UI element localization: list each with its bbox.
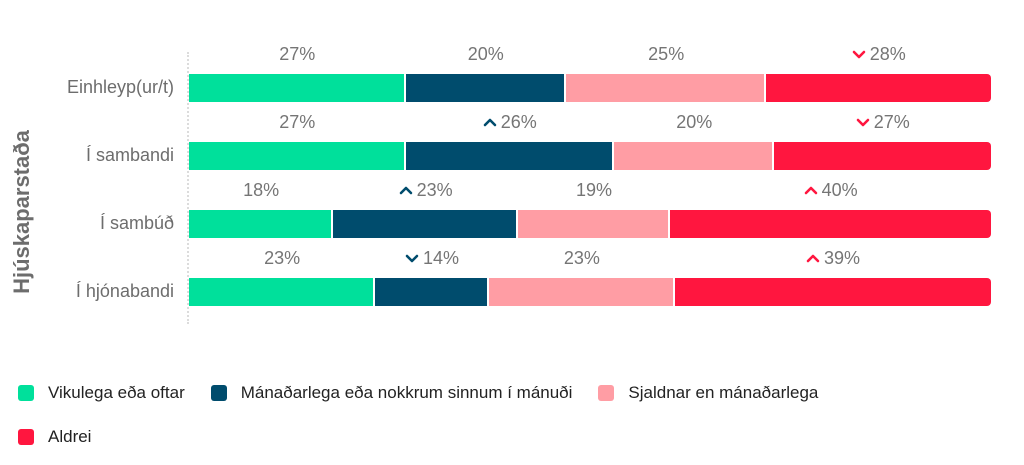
bar-segment[interactable] (517, 210, 671, 238)
trend-up-icon (483, 115, 497, 129)
bar-row: Í sambandi 27% 26% 20% 27% (0, 110, 1024, 170)
bar-segment[interactable] (405, 74, 566, 102)
value-text: 27% (279, 44, 316, 64)
category-label: Einhleyp(ur/t) (66, 77, 174, 97)
legend-swatch-icon (18, 385, 34, 401)
legend-label: Mánaðarlega eða nokkrum sinnum í mánuði (240, 383, 573, 402)
value-text: 26% (500, 112, 537, 132)
value-label: 39% (806, 246, 860, 270)
value-label: 23% (264, 246, 300, 270)
value-text: 23% (563, 248, 600, 268)
legend-swatch-icon (18, 429, 34, 445)
legend-item[interactable]: Sjaldnar en mánaðarlega (598, 380, 818, 406)
trend-up-icon (804, 183, 818, 197)
bar-segment[interactable] (189, 74, 406, 102)
legend-item[interactable]: Vikulega eða oftar (18, 380, 185, 406)
value-text: 18% (243, 180, 280, 200)
legend-label: Sjaldnar en mánaðarlega (628, 383, 819, 402)
category-label: Í sambúð (99, 213, 174, 233)
value-text: 39% (824, 248, 861, 268)
trend-down-icon (856, 115, 870, 129)
value-text: 20% (467, 44, 504, 64)
value-label: 23% (564, 246, 600, 270)
stacked-bar (189, 74, 991, 102)
value-label: 27% (279, 110, 315, 134)
value-label: 23% (399, 178, 453, 202)
bar-row: Einhleyp(ur/t) 27% 20% 25% 28% (0, 42, 1024, 102)
bar-segment[interactable] (375, 278, 489, 306)
legend-item[interactable]: Aldrei (18, 424, 982, 450)
value-text: 19% (575, 180, 613, 200)
value-text: 25% (648, 44, 685, 64)
bar-row: Í hjónabandi 23% 14% 23% 39% (0, 246, 1024, 306)
legend-item[interactable]: Mánaðarlega eða nokkrum sinnum í mánuði (210, 380, 573, 406)
legend-swatch-icon (210, 385, 227, 401)
value-text: 28% (869, 44, 906, 64)
y-axis-line (187, 52, 189, 324)
value-text: 40% (821, 180, 858, 200)
stacked-bar (189, 278, 991, 306)
category-label: Í hjónabandi (75, 281, 174, 301)
value-label: 20% (468, 42, 504, 66)
value-text: 20% (676, 112, 713, 132)
legend-label: Vikulega eða oftar (48, 383, 185, 402)
bar-segment[interactable] (405, 142, 615, 170)
value-label: 26% (483, 110, 537, 134)
bar-segment[interactable] (333, 210, 518, 238)
trend-down-icon (852, 47, 866, 61)
stacked-bar (189, 142, 991, 170)
stacked-bar (189, 210, 991, 238)
value-label: 25% (648, 42, 684, 66)
legend-label: Aldrei (48, 427, 92, 446)
value-text: 23% (264, 248, 301, 268)
value-label: 14% (405, 246, 459, 270)
bar-segment[interactable] (670, 210, 991, 238)
value-label: 27% (856, 110, 910, 134)
bar-segment[interactable] (189, 142, 406, 170)
value-label: 18% (243, 178, 279, 202)
bar-segment[interactable] (189, 278, 376, 306)
value-text: 23% (416, 180, 453, 200)
value-text: 27% (279, 112, 316, 132)
bar-segment[interactable] (774, 142, 991, 170)
bar-segment[interactable] (766, 74, 991, 102)
trend-down-icon (405, 251, 419, 265)
legend-swatch-icon (598, 385, 615, 401)
value-label: 27% (279, 42, 315, 66)
value-text: 27% (873, 112, 910, 132)
bar-segment[interactable] (565, 74, 767, 102)
value-label: 19% (576, 178, 612, 202)
bar-segment[interactable] (488, 278, 676, 306)
value-text: 14% (423, 248, 460, 268)
trend-up-icon (806, 251, 820, 265)
bar-segment[interactable] (189, 210, 334, 238)
bar-segment[interactable] (675, 278, 991, 306)
chart-legend: Vikulega eða oftar Mánaðarlega eða nokkru… (18, 380, 1008, 450)
bar-row: Í sambúð 18% 23% 19% 40% (0, 178, 1024, 238)
value-label: 40% (804, 178, 858, 202)
trend-up-icon (399, 183, 413, 197)
category-label: Í sambandi (85, 145, 174, 165)
value-label: 28% (852, 42, 906, 66)
bar-segment[interactable] (614, 142, 775, 170)
value-label: 20% (676, 110, 712, 134)
